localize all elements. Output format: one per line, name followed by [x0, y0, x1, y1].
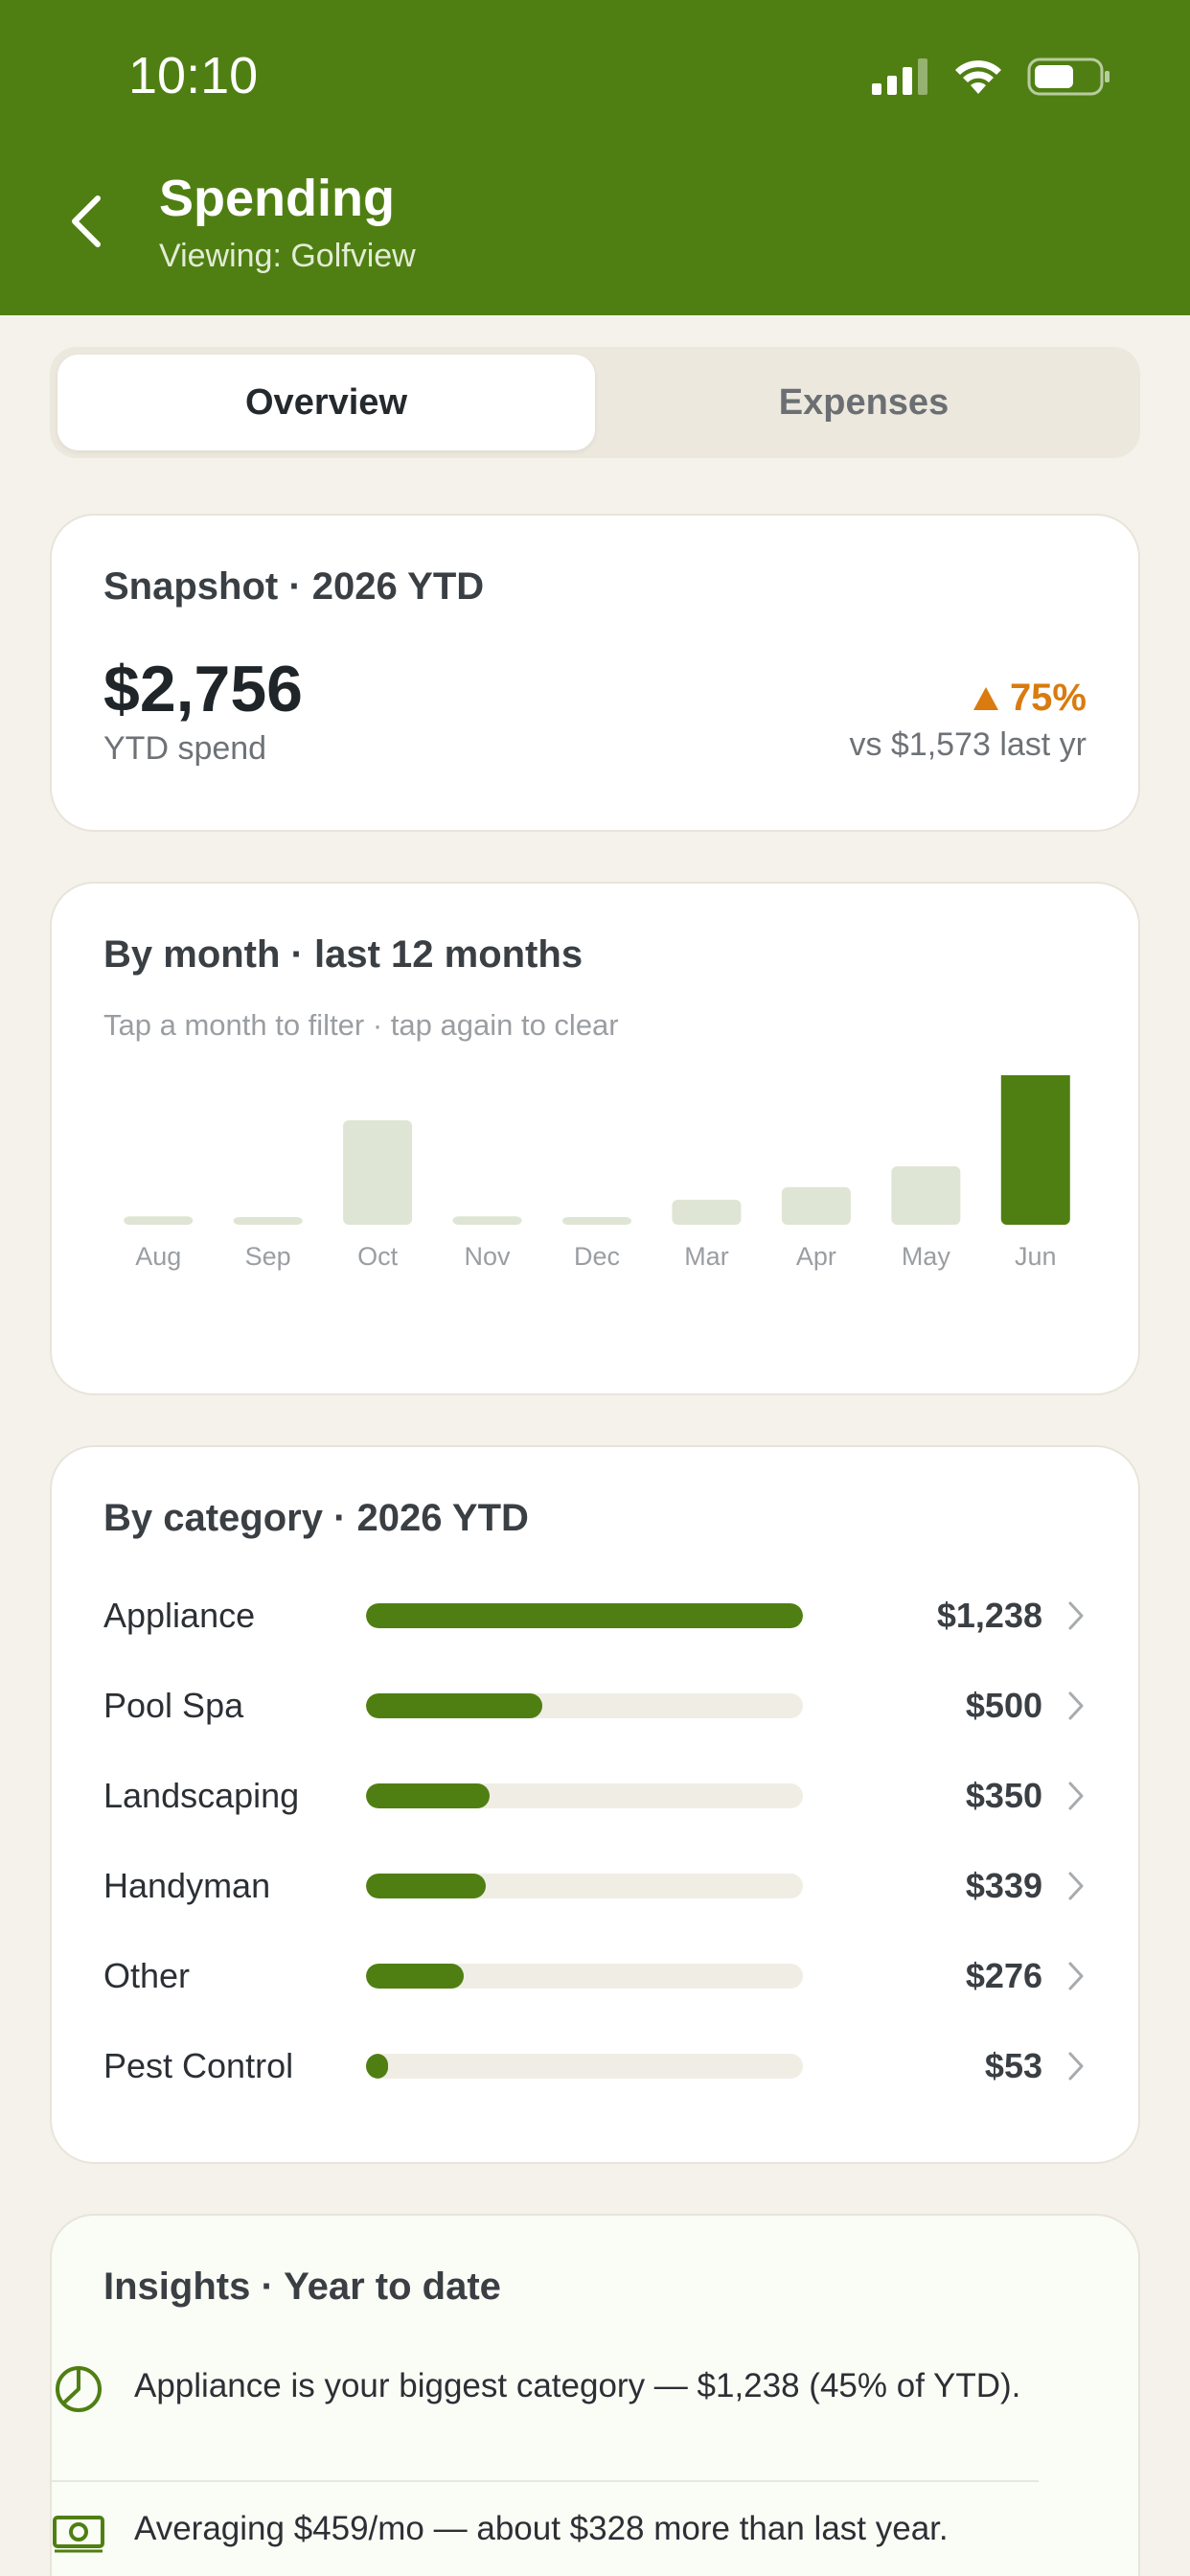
- status-icons: [872, 58, 1111, 96]
- category-bar-fill: [366, 1964, 464, 1989]
- wifi-icon: [955, 60, 1001, 94]
- by-month-hint: Tap a month to filter · tap again to cle…: [103, 1008, 619, 1042]
- month-tick-label: Apr: [796, 1242, 836, 1271]
- month-bar-oct[interactable]: [343, 1119, 413, 1225]
- snapshot-card: Snapshot · 2026 YTD $2,756 YTD spend 75%…: [50, 514, 1140, 832]
- page-title: Spending: [159, 170, 395, 227]
- category-bar-track: [366, 1693, 803, 1718]
- page-subtitle: Viewing: Golfview: [159, 238, 416, 274]
- snapshot-title: Snapshot · 2026 YTD: [103, 565, 485, 608]
- category-bar-track: [366, 1783, 803, 1808]
- comparison-text: vs $1,573 last yr: [849, 726, 1087, 763]
- by-category-card: By category · 2026 YTD Appliance $1,238 Po…: [50, 1445, 1140, 2164]
- insight-divider: [52, 2480, 1039, 2482]
- category-bar-track: [366, 2054, 803, 2079]
- category-bar-fill: [366, 2054, 388, 2079]
- month-bar-nov[interactable]: [452, 1216, 522, 1225]
- category-name: Appliance: [103, 1596, 256, 1635]
- category-row[interactable]: Appliance $1,238: [103, 1587, 1090, 1644]
- insight-item: Appliance is your biggest category — $1,…: [52, 2362, 1039, 2416]
- chevron-right-icon: [1062, 1961, 1090, 1991]
- month-tick-label: Sep: [245, 1242, 291, 1271]
- month-tick-label: Aug: [135, 1242, 181, 1271]
- month-bar-dec[interactable]: [562, 1217, 631, 1225]
- by-month-title: By month · last 12 months: [103, 933, 584, 976]
- category-bar-fill: [366, 1603, 803, 1628]
- category-row[interactable]: Handyman $339: [103, 1857, 1090, 1915]
- category-amount: $339: [965, 1866, 1042, 1905]
- view-segmented-control: Overview Expenses: [50, 347, 1140, 458]
- category-amount: $500: [965, 1686, 1042, 1725]
- chevron-right-icon: [1062, 1781, 1090, 1811]
- back-button[interactable]: [57, 188, 115, 255]
- by-month-card: By month · last 12 months Tap a month to…: [50, 882, 1140, 1395]
- month-tick-label: Mar: [684, 1242, 729, 1271]
- category-name: Pool Spa: [103, 1686, 244, 1725]
- month-bar-may[interactable]: [891, 1165, 961, 1225]
- month-bar-aug[interactable]: [124, 1216, 194, 1225]
- chevron-right-icon: [1062, 1871, 1090, 1901]
- ytd-label: YTD spend: [103, 730, 267, 767]
- category-name: Handyman: [103, 1866, 271, 1905]
- category-bar-track: [366, 1603, 803, 1628]
- month-bar-sep[interactable]: [233, 1217, 303, 1225]
- chevron-right-icon: [1062, 2051, 1090, 2082]
- category-row[interactable]: Pest Control $53: [103, 2037, 1090, 2095]
- category-bar-fill: [366, 1783, 490, 1808]
- insight-text: Appliance is your biggest category — $1,…: [134, 2367, 1021, 2404]
- chevron-right-icon: [1062, 1600, 1090, 1631]
- chevron-left-icon: [72, 196, 101, 247]
- category-bar-fill: [366, 1693, 543, 1718]
- category-row[interactable]: Pool Spa $500: [103, 1677, 1090, 1735]
- category-bar-track: [366, 1874, 803, 1898]
- month-tick-label: Dec: [574, 1242, 620, 1271]
- status-time: 10:10: [128, 47, 259, 104]
- triangle-up-icon: [973, 686, 998, 710]
- ytd-amount: $2,756: [103, 653, 303, 725]
- cash-icon: [52, 2505, 105, 2559]
- month-tick-label: Jun: [1015, 1242, 1057, 1271]
- category-amount: $276: [965, 1956, 1042, 1995]
- category-bar-fill: [366, 1874, 486, 1898]
- chevron-right-icon: [1062, 1690, 1090, 1721]
- month-bar-mar[interactable]: [672, 1199, 742, 1225]
- month-bar-apr[interactable]: [781, 1186, 851, 1225]
- category-bar-track: [366, 1964, 803, 1989]
- category-name: Landscaping: [103, 1776, 300, 1815]
- insight-item: Averaging $459/mo — about $328 more than…: [52, 2505, 1039, 2559]
- by-category-title: By category · 2026 YTD: [103, 1497, 529, 1539]
- insights-card: Insights · Year to date: [50, 2214, 1140, 2576]
- battery-icon: [1027, 58, 1110, 96]
- month-tick-label: May: [902, 1242, 951, 1271]
- app-header: 10:10 Spending Viewing: Golfview: [0, 0, 1190, 315]
- change-badge: 75%: [972, 677, 1087, 720]
- insights-title: Insights · Year to date: [103, 2266, 501, 2308]
- pie-chart-icon: [52, 2362, 105, 2416]
- category-amount: $1,238: [936, 1596, 1042, 1635]
- category-name: Other: [103, 1956, 191, 1995]
- insight-text: Averaging $459/mo — about $328 more than…: [134, 2510, 949, 2547]
- tab-overview[interactable]: Overview: [57, 355, 595, 450]
- tab-expenses[interactable]: Expenses: [778, 381, 950, 423]
- category-name: Pest Control: [103, 2046, 294, 2085]
- category-amount: $350: [965, 1776, 1042, 1815]
- month-tick-label: Oct: [357, 1242, 399, 1271]
- month-tick-label: Nov: [465, 1242, 512, 1271]
- month-bar-jun[interactable]: [1000, 1075, 1070, 1225]
- cellular-signal-icon: [872, 58, 927, 95]
- category-row[interactable]: Other $276: [103, 1947, 1090, 2005]
- category-amount: $53: [984, 2046, 1042, 2085]
- category-row[interactable]: Landscaping $350: [103, 1767, 1090, 1825]
- change-percent: 75%: [1009, 677, 1087, 719]
